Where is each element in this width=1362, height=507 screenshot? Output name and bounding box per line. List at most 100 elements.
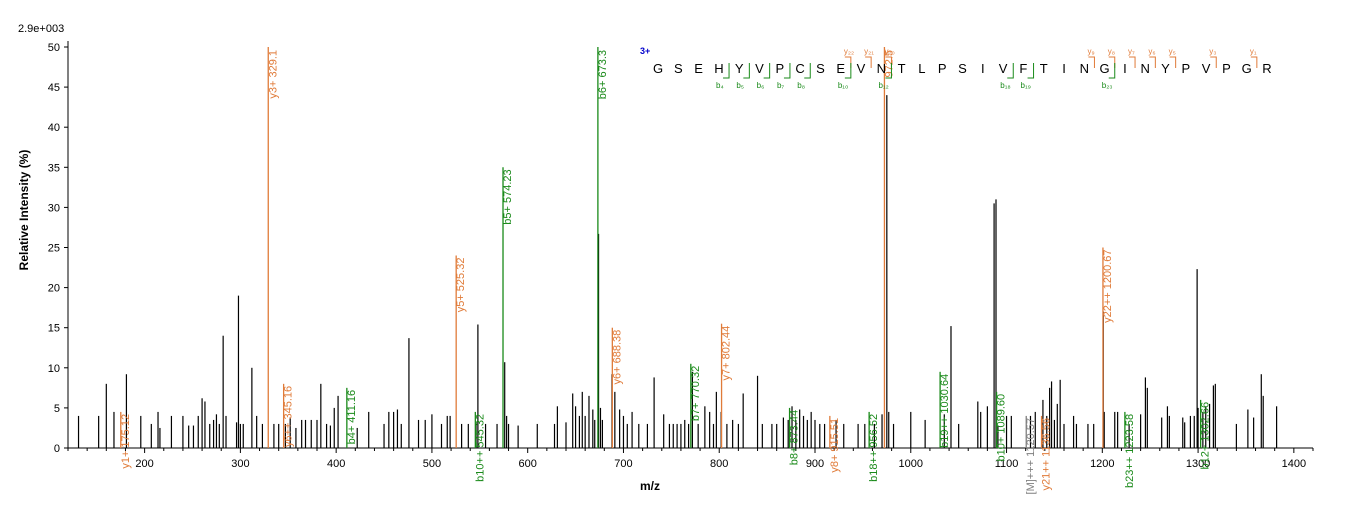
peak-label: b19++ 1030.64 (939, 374, 951, 448)
x-tick-label: 800 (710, 458, 728, 470)
b-ion-mark: b₁₈ (1000, 81, 1010, 90)
y-ion-bracket (1129, 56, 1136, 68)
peak-label: b10+ 1089.60 (996, 394, 1008, 462)
axes: 0 5 10 15 20 25 30 35 40 45 50 200 300 400 500 600 700 80… (48, 41, 1314, 470)
x-tick-label: 1000 (899, 458, 923, 470)
b-ion-mark: b₁₉ (1021, 81, 1031, 90)
sequence-residue: L (918, 61, 925, 76)
b-ion-bracket (804, 63, 811, 79)
y-ion-bracket (1149, 56, 1156, 68)
peak-label: y5+ 525.32 (455, 258, 467, 313)
b-ion-bracket (1108, 63, 1116, 79)
b-ion-bracket (1027, 63, 1035, 79)
x-tick-label: 500 (423, 458, 441, 470)
sequence-residue: H (714, 61, 723, 76)
x-tick-label: 1400 (1282, 458, 1306, 470)
peak-label: b23++ 1223.58 (1124, 414, 1136, 488)
y-ion-mark: y₉ (1087, 47, 1094, 56)
b-ion-mark: b₂₃ (1102, 81, 1113, 90)
sequence-residue: Y (735, 61, 744, 76)
sequence-residue: C (795, 61, 804, 76)
peak-label: b7+ 770.32 (690, 366, 702, 421)
b-ion-mark: b₆ (757, 81, 765, 90)
peak-label: b12+ 1302.66 (1200, 402, 1212, 470)
peak-label: b4+ 411.16 (346, 390, 358, 445)
x-tick-label: 200 (135, 458, 153, 470)
b-ion-bracket (723, 63, 730, 79)
b-ion-bracket (885, 63, 892, 79)
sequence-residue: G (1242, 61, 1252, 76)
x-tick-label: 900 (806, 458, 824, 470)
sequence-residue: F (1019, 61, 1027, 76)
peak-label: b10++ 545.32 (474, 414, 486, 482)
y-ion-bracket (1169, 56, 1177, 68)
y-ion-bracket (1250, 56, 1258, 68)
b-ion-mark: b₄ (716, 81, 724, 90)
sequence-residue: G (1100, 61, 1110, 76)
b-ion-bracket (844, 63, 852, 79)
x-tick-label: 300 (231, 458, 249, 470)
sequence-residue: P (775, 61, 784, 76)
y-ion-mark: y₅ (1169, 47, 1176, 56)
charge-state: 3+ (640, 46, 650, 56)
sequence-residue: V (857, 61, 866, 76)
b-ion-bracket (763, 63, 771, 79)
y-ion-mark: y₃ (1209, 47, 1216, 56)
sequence-residue: N (1141, 61, 1150, 76)
sequence-residue: V (1202, 61, 1211, 76)
sequence-residue: P (1222, 61, 1231, 76)
y-tick-label: 0 (54, 443, 60, 455)
sequence-residue: T (898, 61, 906, 76)
sequence-residue: I (1062, 61, 1066, 76)
y-ion-mark: y₆ (1148, 47, 1155, 56)
sequence-residue: E (836, 61, 845, 76)
spectrum-peaks (77, 95, 1278, 448)
y-ion-mark: y₂₂ (844, 47, 854, 56)
y-ion-bracket (844, 56, 852, 68)
y-tick-label: 50 (48, 42, 60, 54)
y-tick-label: 15 (48, 323, 60, 335)
b-ion-mark: b₅ (736, 81, 744, 90)
y-ion-mark: y₇ (1128, 47, 1135, 56)
annotated-peaks: y1+ 175.12 y3+ 329.1 y6++ 345.16 b4+ 411.16… (120, 47, 1212, 494)
b-ion-mark: b₁₂ (878, 81, 888, 90)
y-tick-label: 20 (48, 283, 60, 295)
sequence-residue: P (1181, 61, 1190, 76)
x-tick-label: 600 (519, 458, 537, 470)
peak-label: y1+ 175.12 (120, 414, 132, 469)
y-axis-label: Relative Intensity (%) (17, 150, 31, 271)
peak-label: y7+ 802.44 (721, 326, 733, 381)
x-tick-label: 1100 (995, 458, 1019, 470)
b-ion-bracket (743, 63, 750, 79)
y-tick-label: 35 (48, 162, 60, 174)
peak-label: y6++ 345.16 (283, 386, 295, 447)
peak-label: b18++ 956.52 (868, 414, 880, 482)
sequence-residue: N (1080, 61, 1089, 76)
y-tick-label: 45 (48, 82, 60, 94)
sequence-residue: Y (1161, 61, 1170, 76)
peak-label: b6+ 673.3 (597, 50, 609, 99)
sequence-residue: S (674, 61, 683, 76)
peak-label: y3+ 329.1 (267, 50, 279, 99)
sequence-residue: P (938, 61, 947, 76)
y-ion-bracket (1210, 56, 1217, 68)
sequence-residue: V (999, 61, 1008, 76)
x-axis-label: m/z (640, 479, 660, 493)
y-ion-mark: y₁ (1250, 47, 1257, 56)
peak-label: y8+ 915.51 (829, 418, 841, 473)
y-ion-bracket (1088, 56, 1095, 68)
y-ion-mark: y₈ (1108, 47, 1115, 56)
b-ion-mark: b₁₀ (838, 81, 848, 90)
peak-label: y6+ 688.38 (611, 330, 623, 385)
b-ion-bracket (1007, 63, 1014, 79)
peak-label: y22++ 1200.67 (1102, 250, 1114, 323)
sequence-residue: I (981, 61, 985, 76)
peak-label: [M]+++ 1120.57 (1025, 418, 1037, 495)
sequence-residue: G (653, 61, 663, 76)
peak-label: y21++ 1136.56 (1041, 418, 1053, 491)
b-ion-mark: b₇ (777, 81, 784, 90)
b-ion-bracket (783, 63, 791, 79)
sequence-residue: S (958, 61, 967, 76)
